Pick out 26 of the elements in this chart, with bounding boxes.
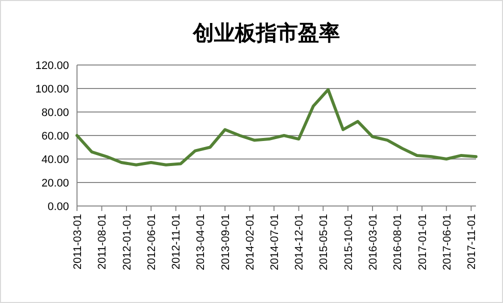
x-tick-label: 2017-06-01 [441, 214, 454, 270]
x-tick-label: 2016-08-01 [392, 214, 404, 270]
x-tick-label: 2017-01-01 [416, 214, 429, 270]
y-tick-label: 20.00 [41, 177, 69, 190]
y-tick-label: 0.00 [48, 200, 69, 213]
x-tick-label: 2014-07-01 [268, 214, 281, 270]
x-tick-label: 2015-10-01 [342, 214, 355, 270]
x-tick-label: 2013-04-01 [195, 214, 208, 270]
x-tick-label: 2012-11-01 [170, 214, 183, 270]
y-tick-label: 60.00 [41, 130, 69, 142]
line-series [76, 88, 478, 166]
x-tick-label: 2014-02-01 [244, 214, 257, 270]
x-tick-label: 2014-12-01 [294, 214, 306, 270]
x-tick-label: 2017-11-01 [466, 214, 478, 270]
chart-title: 创业板指市盈率 [192, 21, 340, 45]
y-tick-label: 80.00 [41, 106, 69, 119]
x-tick-label: 2011-08-01 [96, 214, 109, 270]
y-tick-label: 40.00 [41, 154, 69, 166]
x-tick-label: 2011-03-01 [72, 214, 84, 270]
x-tick-label: 2012-06-01 [146, 214, 158, 270]
y-tick-label: 100.00 [35, 83, 69, 96]
x-tick-label: 2016-03-01 [367, 214, 380, 270]
x-tick-label: 2015-05-01 [318, 214, 330, 270]
y-tick-label: 120.00 [35, 60, 69, 72]
x-tick-label: 2013-09-01 [220, 214, 232, 270]
x-tick-label: 2012-01-01 [121, 214, 134, 270]
